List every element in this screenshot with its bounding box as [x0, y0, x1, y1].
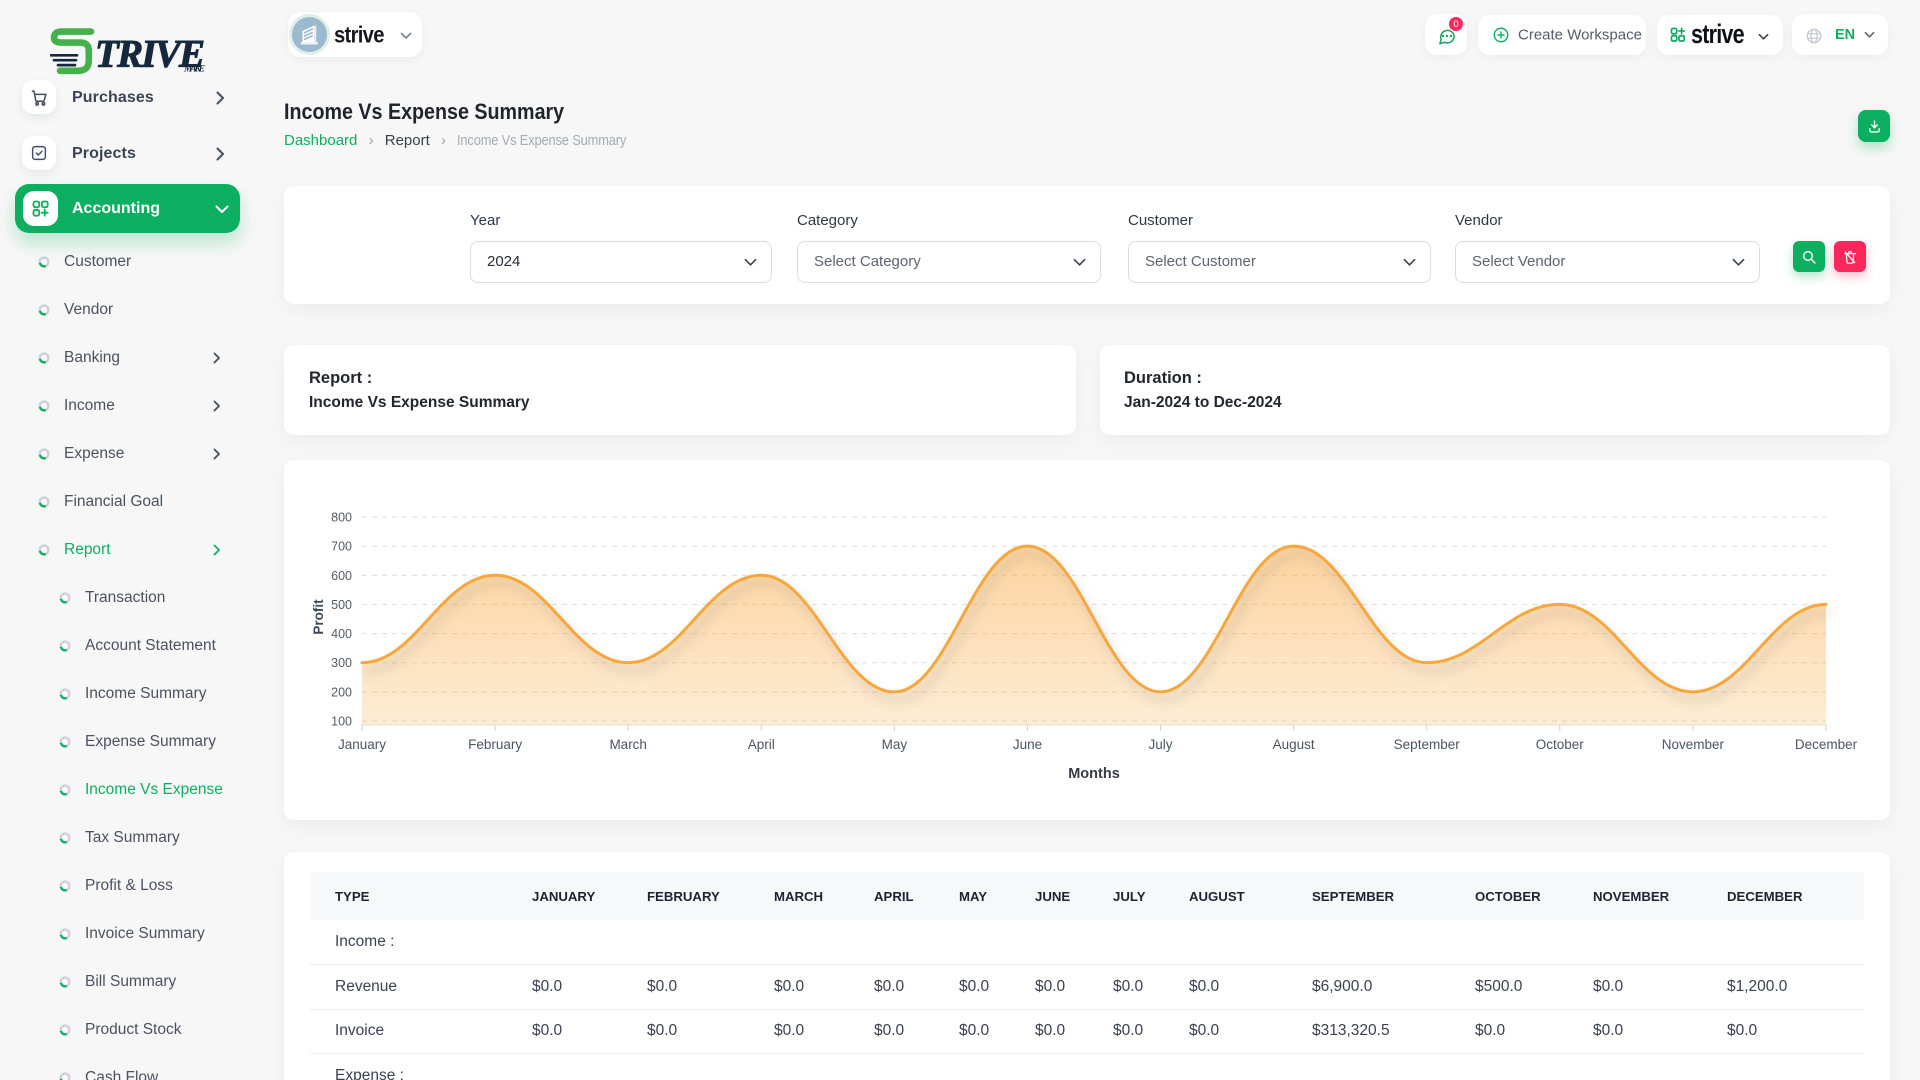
- svg-text:August: August: [1273, 737, 1315, 752]
- svg-text:January: January: [338, 737, 386, 752]
- svg-text:800: 800: [331, 511, 352, 525]
- svg-text:March: March: [609, 737, 647, 752]
- svg-text:500: 500: [331, 598, 352, 612]
- svg-text:400: 400: [331, 627, 352, 641]
- svg-text:TRIVE: TRIVE: [95, 33, 205, 76]
- svg-text:December: December: [1795, 737, 1858, 752]
- svg-text:May: May: [882, 737, 908, 752]
- svg-text:June: June: [1013, 737, 1042, 752]
- svg-text:Months: Months: [1068, 766, 1120, 782]
- svg-text:100: 100: [331, 715, 352, 729]
- svg-text:October: October: [1536, 737, 1585, 752]
- svg-text:600: 600: [331, 569, 352, 583]
- svg-text:November: November: [1662, 737, 1725, 752]
- svg-text:September: September: [1394, 737, 1461, 752]
- svg-text:April: April: [748, 737, 775, 752]
- svg-text:300: 300: [331, 656, 352, 670]
- svg-text:February: February: [468, 737, 522, 752]
- svg-text:200: 200: [331, 685, 352, 699]
- svg-text:July: July: [1148, 737, 1172, 752]
- svg-text:700: 700: [331, 540, 352, 554]
- svg-text:MAKE: MAKE: [183, 65, 205, 75]
- svg-text:Profit: Profit: [311, 599, 326, 635]
